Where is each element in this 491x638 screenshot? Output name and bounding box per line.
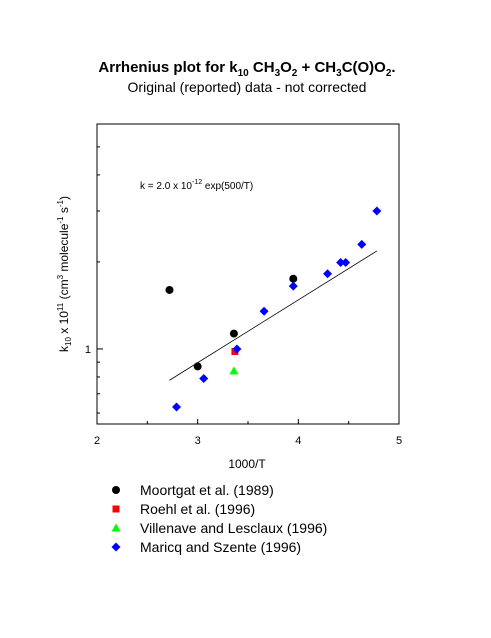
legend-label: Maricq and Szente (1996) bbox=[140, 539, 301, 555]
x-tick-label: 2 bbox=[94, 435, 100, 447]
legend-marker-circle bbox=[112, 486, 120, 494]
fit-annotation: k = 2.0 x 10-12 exp(500/T) bbox=[140, 179, 253, 192]
data-point-diamond bbox=[259, 306, 269, 316]
x-tick-label: 3 bbox=[195, 435, 201, 447]
plot-frame bbox=[96, 123, 400, 425]
y-axis: 1 bbox=[85, 123, 103, 414]
x-tick-label: 5 bbox=[396, 435, 402, 447]
data-point-circle bbox=[229, 329, 238, 338]
data-point-diamond bbox=[341, 258, 351, 268]
data-point-circle bbox=[193, 362, 202, 371]
legend-marker-diamond bbox=[111, 542, 121, 552]
chart-title: Arrhenius plot for k10 CH3O2 + CH3C(O)O2… bbox=[98, 59, 395, 79]
data-point-diamond bbox=[336, 258, 346, 268]
data-point-diamond bbox=[288, 281, 298, 291]
x-axis: 2 3 4 5 bbox=[94, 419, 402, 447]
legend-label: Villenave and Lesclaux (1996) bbox=[140, 520, 327, 536]
fit-line bbox=[169, 250, 378, 381]
data-point-square bbox=[231, 347, 239, 355]
data-point-diamond bbox=[232, 344, 242, 354]
data-point-diamond bbox=[199, 374, 209, 384]
chart-subtitle: Original (reported) data - not corrected bbox=[128, 79, 367, 95]
data-points bbox=[165, 206, 382, 412]
legend-marker-square bbox=[112, 505, 120, 513]
data-point-diamond bbox=[357, 239, 367, 249]
x-axis-label: 1000/T bbox=[228, 457, 266, 471]
data-point-circle bbox=[165, 285, 174, 294]
legend: Moortgat et al. (1989) Roehl et al. (1996… bbox=[111, 482, 327, 555]
legend-label: Roehl et al. (1996) bbox=[140, 501, 255, 517]
data-point-circle bbox=[289, 274, 298, 283]
legend-marker-triangle bbox=[111, 523, 121, 532]
data-point-diamond bbox=[323, 269, 333, 279]
legend-label: Moortgat et al. (1989) bbox=[140, 482, 274, 498]
data-point-diamond bbox=[172, 402, 182, 412]
y-axis-label: k10 x 1011 (cm3 molecule-1 s-1) bbox=[56, 196, 73, 352]
data-point-triangle bbox=[229, 366, 239, 375]
data-point-diamond bbox=[372, 206, 382, 216]
y-tick-label: 1 bbox=[85, 344, 91, 356]
x-tick-label: 4 bbox=[295, 435, 301, 447]
